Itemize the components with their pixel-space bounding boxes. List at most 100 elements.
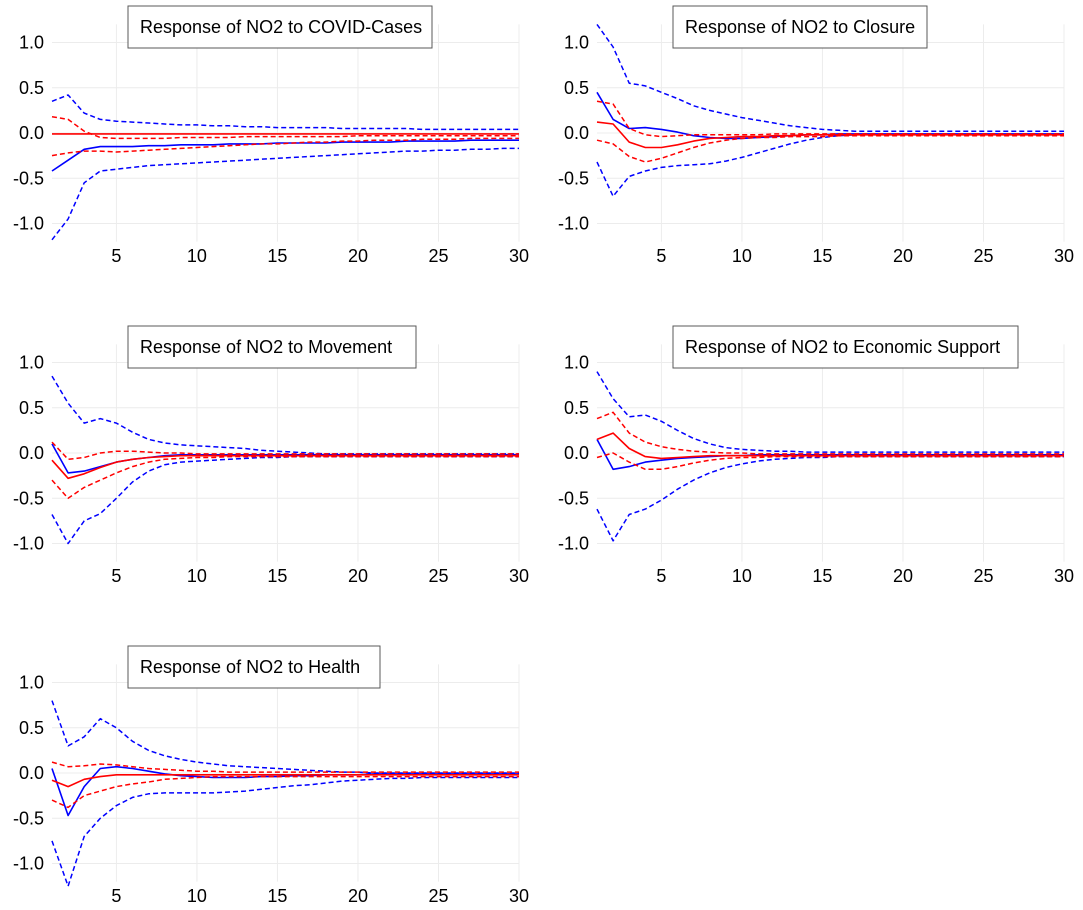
- x-tick-label: 10: [187, 566, 207, 586]
- panel-title: Response of NO2 to COVID-Cases: [140, 17, 422, 37]
- x-tick-label: 5: [111, 246, 121, 266]
- y-tick-label: 0.0: [564, 123, 589, 143]
- blue-solid-series-line: [51, 443, 519, 474]
- x-tick-label: 10: [187, 246, 207, 266]
- x-tick-label: 25: [973, 246, 993, 266]
- title-box: [127, 5, 433, 49]
- panel-title: Response of NO2 to Closure: [685, 17, 915, 37]
- x-tick-label: 15: [267, 566, 287, 586]
- gridlines: [52, 344, 520, 562]
- blue-dashed-series-line: [596, 371, 1064, 453]
- blue-dashed-series-line: [51, 776, 519, 887]
- x-tick-label: 10: [732, 566, 752, 586]
- red-dashed-series-line: [596, 411, 1064, 455]
- x-tick-label: 5: [111, 886, 121, 906]
- red-dashed-series-line: [51, 455, 519, 500]
- blue-dashed-series-line: [51, 94, 519, 131]
- x-tick-label: 30: [1054, 566, 1074, 586]
- y-tick-label: -0.5: [13, 808, 44, 828]
- red-dashed-series-line: [51, 761, 519, 773]
- x-tick-label: 15: [267, 886, 287, 906]
- y-tick-label: 0.0: [564, 443, 589, 463]
- panel-title: Response of NO2 to Movement: [140, 337, 392, 357]
- x-tick-label: 5: [656, 566, 666, 586]
- x-tick-label: 5: [656, 246, 666, 266]
- y-tick-label: 1.0: [564, 353, 589, 373]
- y-tick-label: 1.0: [19, 673, 44, 693]
- y-tick-label: 0.5: [19, 78, 44, 98]
- red-solid-series-line: [51, 454, 519, 480]
- x-tick-label: 20: [893, 246, 913, 266]
- panel-title: Response of NO2 to Economic Support: [685, 337, 1000, 357]
- y-tick-label: 0.0: [19, 123, 44, 143]
- y-tick-label: 0.5: [19, 398, 44, 418]
- y-tick-label: -0.5: [13, 168, 44, 188]
- x-tick-label: 20: [348, 886, 368, 906]
- y-tick-label: -0.5: [558, 168, 589, 188]
- x-tick-label: 15: [812, 566, 832, 586]
- red-solid-series-line: [596, 432, 1064, 460]
- blue-solid-series-line: [596, 439, 1064, 471]
- y-tick-label: 1.0: [19, 353, 44, 373]
- y-tick-label: -0.5: [558, 488, 589, 508]
- red-dashed-series-line: [596, 100, 1064, 138]
- blue-solid-series-line: [51, 139, 519, 172]
- blue-dashed-series-line: [51, 455, 519, 545]
- panel-5: 1.0 0.5 0.0 -0.5 -1.0 5 10 15 20 25 30 Response of …: [13, 645, 529, 906]
- blue-solid-series-line: [596, 91, 1064, 140]
- y-tick-label: 1.0: [19, 33, 44, 53]
- gridlines: [597, 24, 1065, 242]
- x-tick-label: 10: [732, 246, 752, 266]
- red-solid-series-line: [596, 121, 1064, 149]
- x-tick-label: 15: [812, 246, 832, 266]
- y-tick-label: -0.5: [13, 488, 44, 508]
- gridlines: [597, 344, 1065, 562]
- y-tick-label: 0.5: [564, 78, 589, 98]
- panel-4: 1.0 0.5 0.0 -0.5 -1.0 5 10 15 20 25 30 Response of …: [558, 325, 1074, 586]
- x-tick-label: 30: [1054, 246, 1074, 266]
- blue-dashed-series-line: [51, 375, 519, 455]
- x-tick-label: 25: [973, 566, 993, 586]
- blue-dashed-series-line: [596, 134, 1064, 198]
- blue-dashed-series-line: [596, 23, 1064, 132]
- gridlines: [52, 24, 520, 242]
- x-tick-label: 20: [348, 246, 368, 266]
- x-tick-label: 30: [509, 886, 529, 906]
- title-box: [672, 5, 928, 49]
- y-tick-label: 0.5: [564, 398, 589, 418]
- y-tick-label: 1.0: [564, 33, 589, 53]
- x-tick-label: 15: [267, 246, 287, 266]
- blue-dashed-series-line: [51, 700, 519, 774]
- panel-title: Response of NO2 to Health: [140, 657, 360, 677]
- y-tick-label: -1.0: [13, 854, 44, 874]
- x-tick-label: 25: [428, 886, 448, 906]
- title-box: [127, 645, 381, 689]
- y-tick-label: -1.0: [13, 534, 44, 554]
- y-tick-label: -1.0: [558, 534, 589, 554]
- y-tick-label: 0.0: [19, 763, 44, 783]
- red-dashed-series-line: [51, 115, 519, 140]
- y-tick-label: -1.0: [13, 214, 44, 234]
- title-box: [672, 325, 1019, 369]
- x-tick-label: 10: [187, 886, 207, 906]
- y-tick-label: 0.5: [19, 718, 44, 738]
- y-tick-label: 0.0: [19, 443, 44, 463]
- x-tick-label: 20: [348, 566, 368, 586]
- x-tick-label: 30: [509, 566, 529, 586]
- x-tick-label: 25: [428, 246, 448, 266]
- red-solid-series-line: [51, 773, 519, 788]
- x-tick-label: 25: [428, 566, 448, 586]
- red-dashed-series-line: [51, 137, 519, 157]
- x-tick-label: 20: [893, 566, 913, 586]
- red-dashed-series-line: [51, 441, 519, 461]
- x-tick-label: 30: [509, 246, 529, 266]
- panel-1: 1.0 0.5 0.0 -0.5 -1.0 5 10 15 20 25 30 Response of …: [13, 5, 529, 266]
- panel-2: 1.0 0.5 0.0 -0.5 -1.0 5 10 15 20 25 30 Response of …: [558, 5, 1074, 266]
- blue-dashed-series-line: [51, 147, 519, 241]
- y-tick-label: -1.0: [558, 214, 589, 234]
- red-dashed-series-line: [596, 134, 1064, 163]
- red-dashed-series-line: [51, 775, 519, 809]
- x-tick-label: 5: [111, 566, 121, 586]
- panel-3: 1.0 0.5 0.0 -0.5 -1.0 5 10 15 20 25 30 Response of …: [13, 325, 529, 586]
